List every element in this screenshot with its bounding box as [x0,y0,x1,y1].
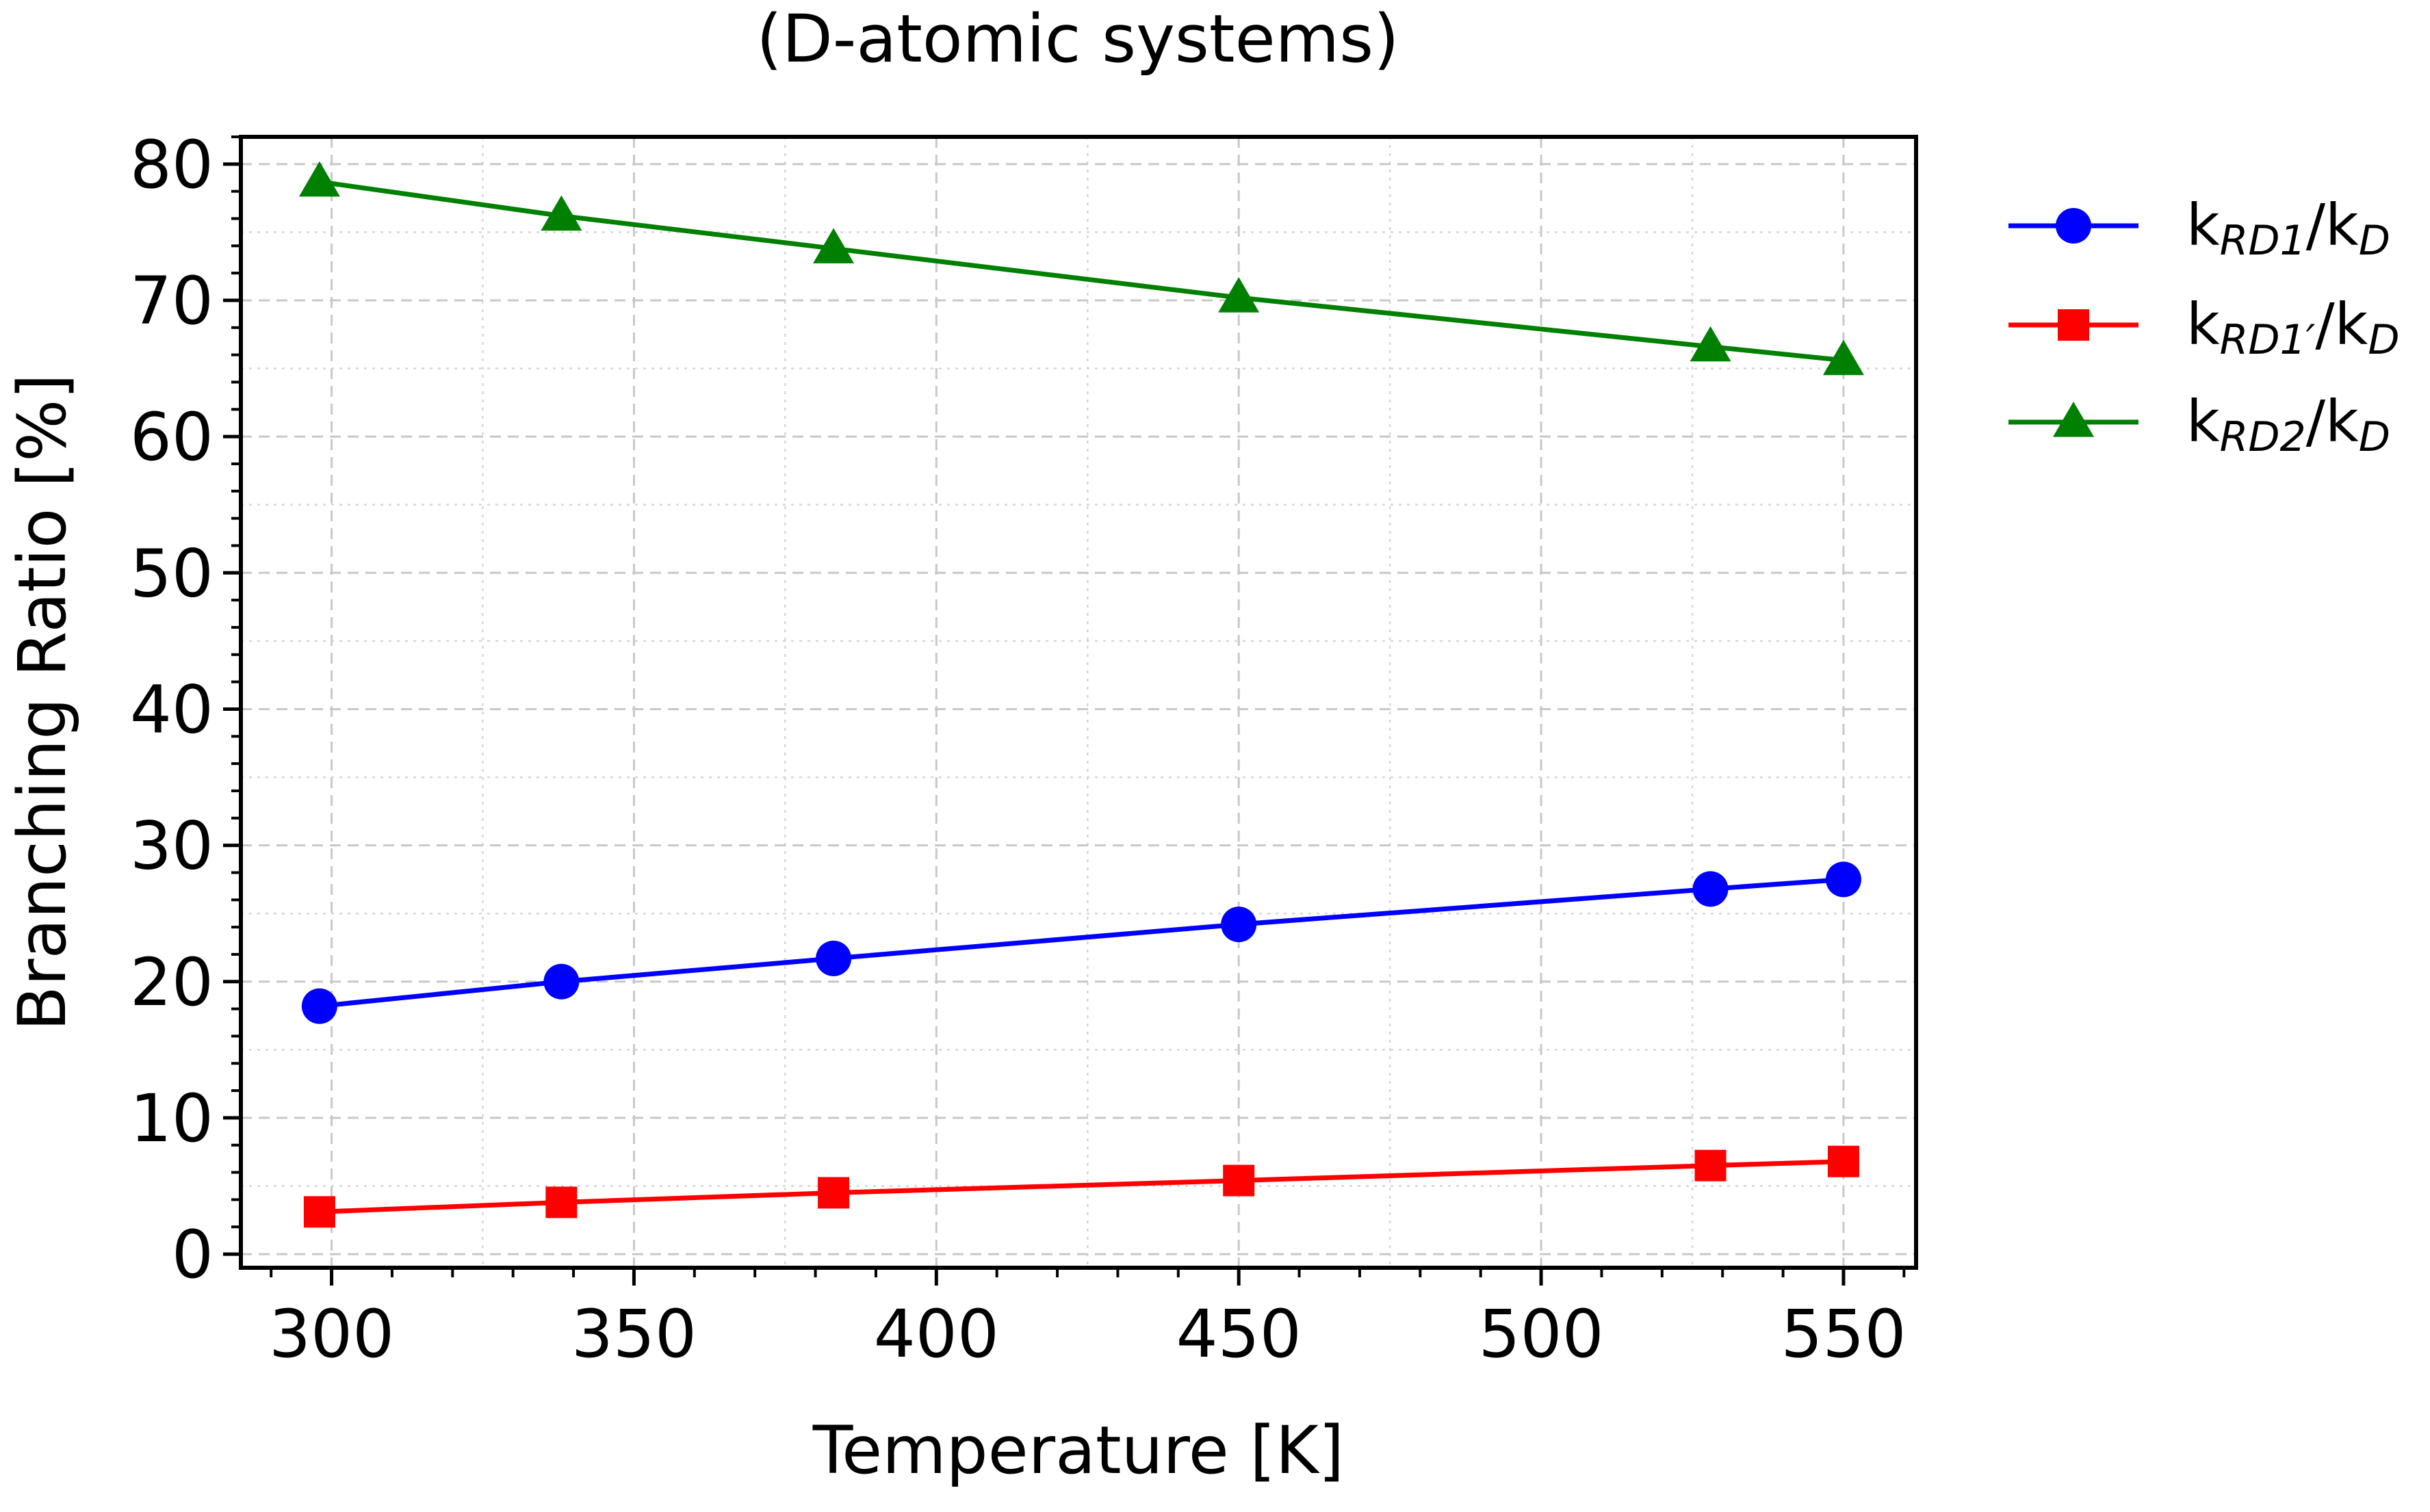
y-tick-label-70: 70 [130,263,214,339]
x-axis-label: Temperature [K] [812,1412,1344,1489]
legend-label: kRD1′/kD [2186,291,2400,364]
x-tick-label-450: 450 [1176,1296,1302,1372]
series-kRD1/kD [301,861,1861,1024]
plot-series [298,161,1864,1228]
data-point-kRD2/kD-338 [541,195,582,231]
series-kRD1'/kD [303,1145,1859,1228]
y-axis-label: Branching Ratio [%] [4,374,81,1031]
y-tick-label-40: 40 [130,671,214,748]
data-point-kRD1'/kD-383 [818,1177,850,1209]
series-line-kRD1/kD [319,876,1844,1009]
y-tick-label-50: 50 [130,535,214,612]
data-point-kRD1'/kD-298 [303,1196,335,1228]
legend-marker [2058,309,2089,341]
data-point-kRD1/kD-338 [543,963,580,1000]
legend-label: kRD1/kD [2186,192,2390,265]
x-tick-label-500: 500 [1478,1296,1603,1372]
data-point-kRD2/kD-528 [1690,326,1731,362]
legend-label: kRD2/kD [2186,388,2390,461]
y-tick-label-20: 20 [130,944,214,1021]
legend-marker [2053,402,2094,437]
y-tick-label-60: 60 [130,399,214,475]
data-point-kRD1'/kD-550 [1827,1145,1859,1177]
data-point-kRD1/kD-528 [1692,871,1729,907]
data-point-kRD1/kD-298 [301,988,337,1024]
legend-marker [2056,208,2091,244]
series-line-kRD2/kD [319,179,1844,363]
x-tick-label-350: 350 [571,1296,697,1372]
data-point-kRD2/kD-550 [1822,339,1864,376]
data-point-kRD1'/kD-528 [1694,1149,1727,1182]
axis-ticks: 300 350 400 450 500 550 0 10 20 30 40 50 60 70 80 [130,127,1906,1372]
y-tick-label-0: 0 [172,1216,214,1293]
plot-frame [239,135,1918,1270]
x-tick-label-400: 400 [874,1296,999,1372]
data-point-kRD2/kD-298 [298,161,340,197]
legend-item-kRD1/kD: kRD1/kD [2008,192,2390,265]
chart-title: (D-atomic systems) [756,1,1399,77]
x-tick-label-550: 550 [1781,1296,1906,1372]
x-tick-label-300: 300 [269,1296,394,1372]
data-point-kRD1/kD-383 [816,940,852,976]
y-tick-label-30: 30 [130,808,214,885]
series-kRD2/kD [298,161,1864,376]
y-tick-label-80: 80 [130,127,214,203]
grid [241,137,1916,1268]
series-line-kRD1'/kD [319,1159,1844,1214]
data-point-kRD1'/kD-450 [1223,1164,1255,1197]
legend-item-kRD2/kD: kRD2/kD [2008,388,2390,461]
data-point-kRD1/kD-550 [1825,861,1861,898]
data-point-kRD1'/kD-338 [545,1186,578,1218]
data-point-kRD2/kD-383 [813,228,855,263]
data-point-kRD2/kD-450 [1218,277,1260,313]
data-point-kRD1/kD-450 [1221,907,1257,943]
legend-item-kRD1'/kD: kRD1′/kD [2008,291,2400,364]
legend: kRD1/kD kRD1′/kD kRD2/kD [2008,192,2400,461]
y-tick-label-10: 10 [130,1080,214,1157]
